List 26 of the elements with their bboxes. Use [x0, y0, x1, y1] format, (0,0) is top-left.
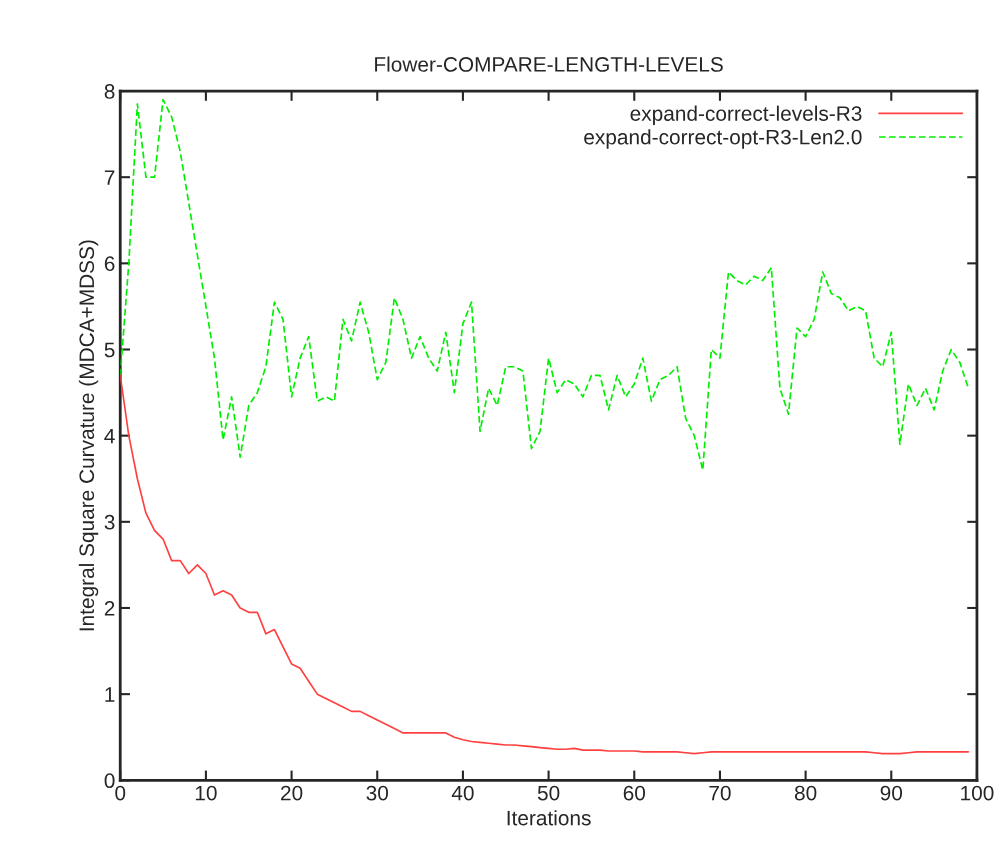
legend-label: expand-correct-levels-R3 [630, 105, 862, 126]
x-axis-title: Iterations [507, 810, 591, 826]
x-tick-label: 30 [366, 785, 389, 801]
x-tick-label: 50 [537, 785, 560, 801]
y-tick-label: 8 [104, 84, 115, 99]
chart-title: Flower-COMPARE-LENGTH-LEVELS [375, 56, 723, 72]
x-tick-label: 0 [115, 785, 126, 801]
y-tick-label: 3 [104, 514, 115, 530]
y-tick-label: 4 [104, 428, 115, 444]
x-tick-label: 60 [623, 785, 646, 801]
x-tick-label: 100 [961, 785, 994, 801]
line-series [120, 98, 970, 471]
y-tick-label: 5 [104, 342, 115, 358]
x-tick-label: 80 [794, 785, 817, 801]
y-tick-label: 0 [104, 773, 115, 789]
y-axis-title: Integral Square Curvature (MDCA+MDSS) [78, 240, 99, 631]
x-tick-label: 20 [281, 785, 303, 801]
y-tick-label: 1 [105, 687, 115, 702]
y-tick-label: 6 [104, 256, 115, 272]
x-tick-label: 90 [880, 785, 903, 801]
y-tick-label: 7 [104, 170, 115, 185]
x-tick-label: 10 [195, 785, 217, 801]
x-tick-label: 40 [451, 785, 474, 801]
x-tick-label: 70 [709, 785, 731, 801]
legend-label: expand-correct-opt-R3-Len2.0 [584, 129, 862, 149]
y-tick-label: 2 [104, 600, 115, 616]
